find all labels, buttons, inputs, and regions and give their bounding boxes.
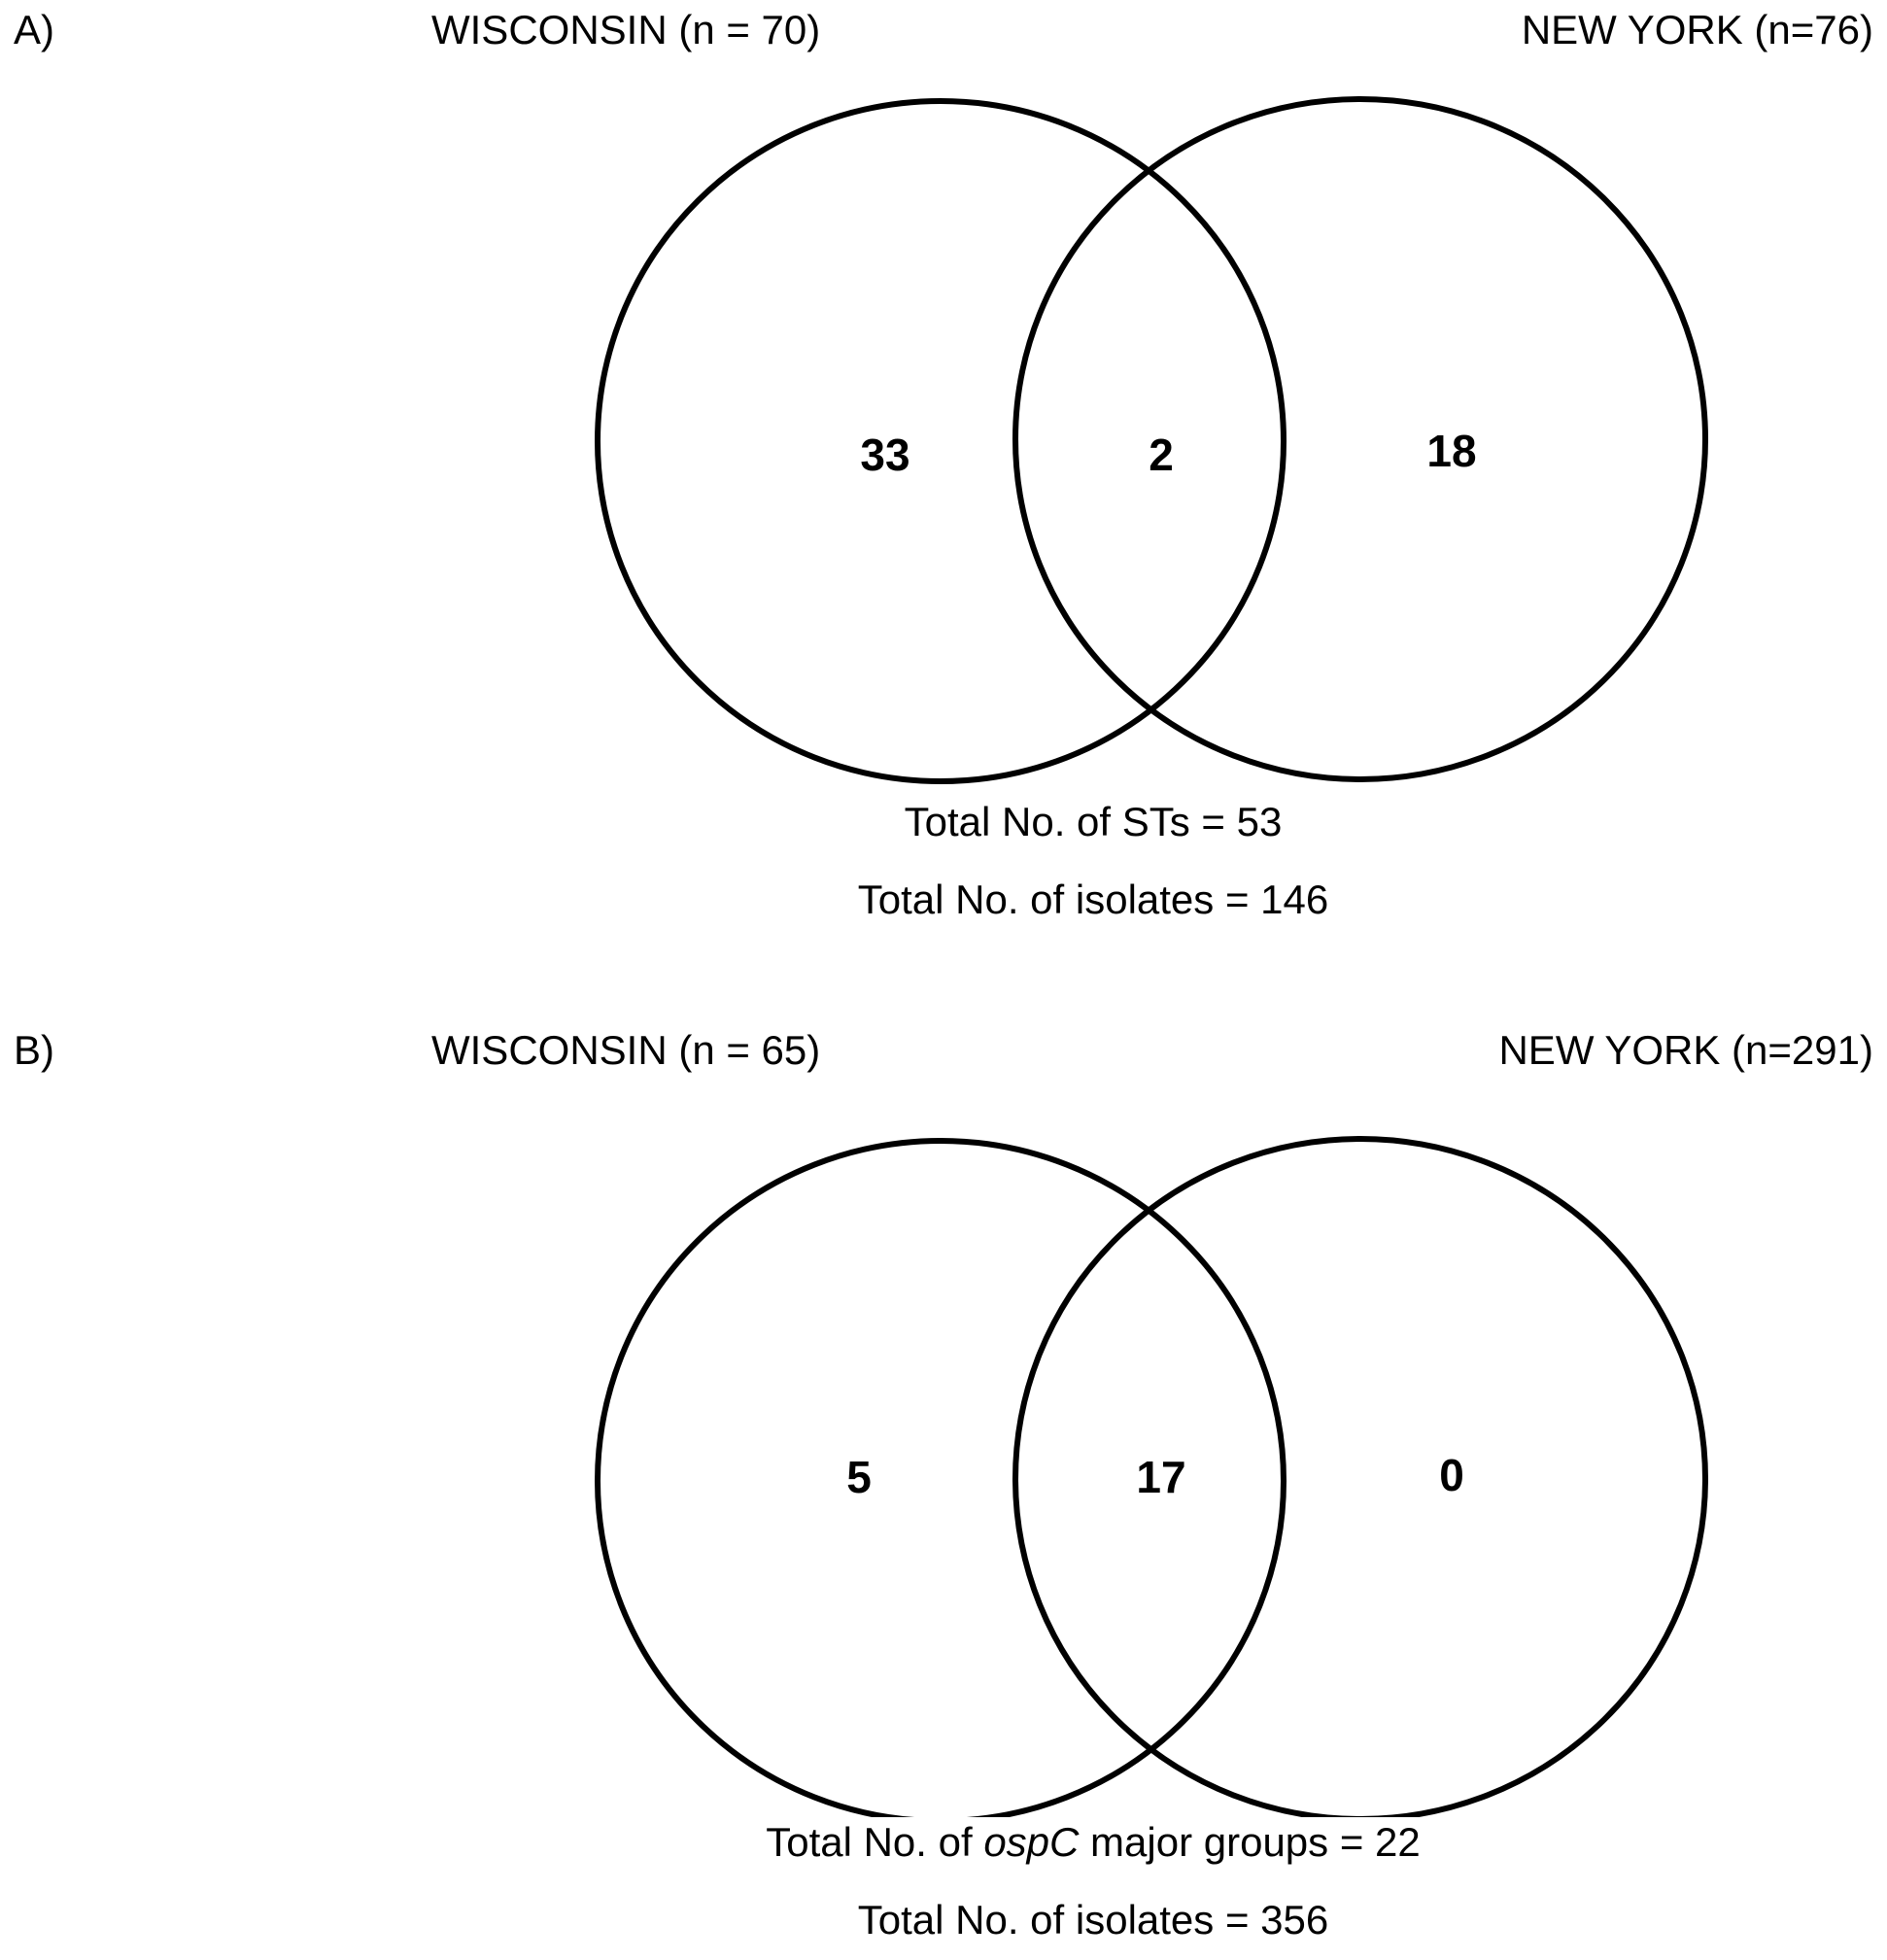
left-set-title: WISCONSIN (n = 65): [431, 1027, 821, 1073]
right-only-count: 0: [1439, 1450, 1464, 1500]
overlap-count: 17: [1136, 1452, 1185, 1502]
venn-panel-a: A) WISCONSIN (n = 70) NEW YORK (n=76) 33…: [0, 0, 1887, 972]
right-only-count: 18: [1426, 426, 1476, 476]
left-only-count: 33: [860, 430, 909, 480]
overlap-count: 2: [1149, 430, 1174, 480]
panel-letter: A): [14, 7, 54, 52]
venn-diagram: 33 2 18: [595, 96, 1708, 784]
right-set-title: NEW YORK (n=76): [1521, 7, 1873, 52]
right-circle: [1012, 1136, 1708, 1817]
left-circle: [595, 98, 1287, 784]
left-set-title: WISCONSIN (n = 70): [431, 7, 821, 52]
total-line-1: Total No. of STs = 53: [904, 799, 1283, 844]
total-line-2: Total No. of isolates = 356: [857, 1897, 1329, 1943]
right-set-title: NEW YORK (n=291): [1498, 1027, 1873, 1073]
left-only-count: 5: [846, 1452, 872, 1502]
total-line-2: Total No. of isolates = 146: [857, 877, 1329, 922]
venn-panel-b: B) WISCONSIN (n = 65) NEW YORK (n=291) 5…: [0, 1020, 1887, 1960]
right-circle: [1012, 96, 1708, 782]
venn-diagram: 5 17 0: [595, 1136, 1708, 1817]
left-circle: [595, 1138, 1287, 1817]
panel-letter: B): [14, 1027, 54, 1073]
total-line-1: Total No. of ospC major groups = 22: [766, 1819, 1421, 1865]
